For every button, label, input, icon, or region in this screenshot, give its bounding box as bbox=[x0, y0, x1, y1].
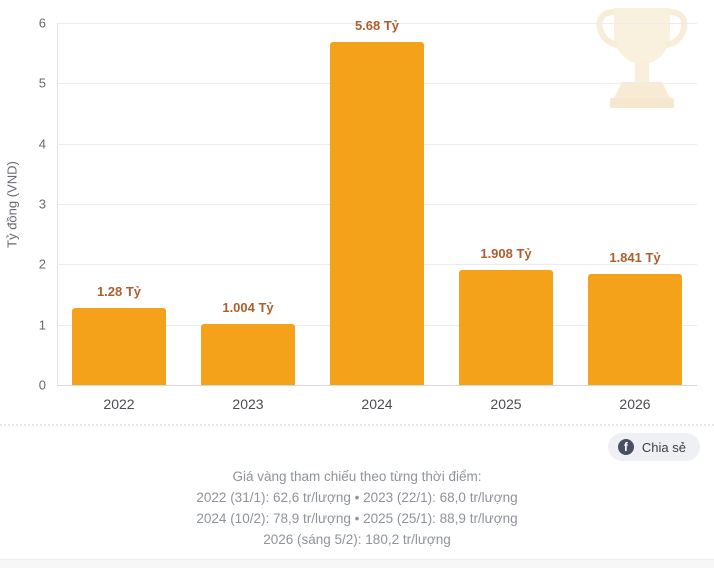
share-row: f Chia sẻ bbox=[607, 433, 700, 461]
x-tick-label: 2024 bbox=[361, 396, 393, 412]
x-tick-label: 2023 bbox=[232, 396, 264, 412]
bar-value-label: 1.004 Tỷ bbox=[222, 300, 274, 315]
facebook-icon: f bbox=[617, 439, 634, 455]
x-axis-baseline bbox=[57, 385, 697, 386]
bar-value-label: 1.908 Tỷ bbox=[480, 246, 532, 261]
bar-2024[interactable] bbox=[330, 42, 424, 385]
bar-chart: Tỷ đồng (VND) 0 1 2 3 4 5 6 1.28 Tỷ 2022 1.004 Tỷ… bbox=[5, 8, 697, 412]
y-axis-line bbox=[57, 23, 58, 385]
y-tick-label: 6 bbox=[38, 15, 46, 31]
reference-note-line: Giá vàng tham chiếu theo từng thời điểm: bbox=[232, 469, 482, 484]
x-tick-label: 2026 bbox=[619, 396, 651, 412]
y-tick-label: 4 bbox=[38, 136, 46, 152]
reference-note-line: 2022 (31/1): 62,6 tr/lượng • 2023 (22/1)… bbox=[196, 490, 518, 505]
share-button[interactable]: f Chia sẻ bbox=[607, 433, 700, 461]
bar-value-label: 1.841 Tỷ bbox=[609, 250, 661, 265]
y-tick-label: 0 bbox=[38, 377, 46, 393]
bar-value-label: 5.68 Tỷ bbox=[354, 18, 400, 33]
y-tick-label: 2 bbox=[38, 256, 46, 272]
y-tick-label: 1 bbox=[38, 317, 46, 333]
x-tick-label: 2025 bbox=[490, 396, 522, 412]
y-tick-label: 5 bbox=[38, 75, 46, 91]
bar-2026[interactable] bbox=[588, 274, 682, 385]
share-button-label: Chia sẻ bbox=[641, 439, 686, 455]
bar-2025[interactable] bbox=[459, 270, 553, 385]
reference-note-line: 2024 (10/2): 78,9 tr/lượng • 2025 (25/1)… bbox=[196, 511, 518, 526]
trophy-watermark-icon bbox=[596, 8, 688, 108]
gridline bbox=[57, 23, 697, 24]
reference-note-line: 2026 (sáng 5/2): 180,2 tr/lượng bbox=[263, 532, 451, 547]
reference-note: Giá vàng tham chiếu theo từng thời điểm:… bbox=[0, 466, 714, 550]
bar-2022[interactable] bbox=[72, 308, 166, 385]
y-tick-label: 3 bbox=[38, 196, 46, 212]
x-tick-label: 2022 bbox=[103, 396, 135, 412]
dotted-separator bbox=[0, 424, 714, 426]
bar-2023[interactable] bbox=[201, 324, 295, 385]
page-bottom-strip bbox=[0, 559, 714, 568]
bar-value-label: 1.28 Tỷ bbox=[96, 284, 142, 299]
